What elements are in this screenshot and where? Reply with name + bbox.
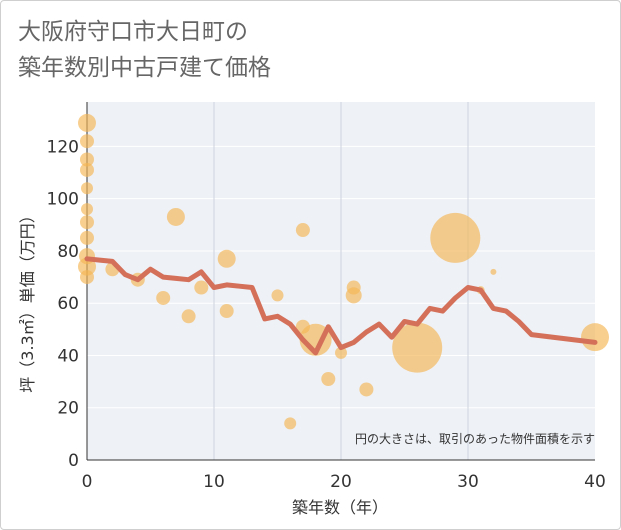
bubble-point — [80, 270, 94, 285]
bubble-point — [78, 257, 96, 276]
x-tick-label: 10 — [203, 472, 225, 492]
bubble-point — [430, 212, 481, 263]
average-line-layer — [84, 256, 598, 356]
y-tick-label: 120 — [47, 137, 79, 157]
bubble-point — [78, 113, 96, 132]
y-tick-label: 40 — [57, 346, 79, 366]
y-tick-label: 100 — [47, 190, 79, 210]
bubble-point — [80, 134, 94, 149]
x-tick-label: 40 — [584, 472, 606, 492]
bubble-point — [219, 304, 234, 319]
bubble-point — [359, 382, 374, 397]
bubble-point — [81, 182, 93, 195]
bubble-point — [217, 249, 236, 268]
chart-title-line1: 大阪府守口市大日町の — [18, 19, 248, 45]
bubble-point — [80, 162, 94, 177]
bubble-point — [80, 215, 94, 230]
bubble-point — [295, 223, 310, 238]
bubble-point — [166, 207, 185, 226]
bubble-point — [490, 268, 497, 275]
bubble-point — [581, 323, 609, 352]
bubble-point — [284, 417, 297, 430]
bubble-point — [392, 322, 443, 373]
size-note: 円の大きさは、取引のあった物件面積を示す — [355, 431, 595, 446]
y-tick-label: 60 — [57, 294, 79, 314]
bubble-point — [345, 287, 362, 304]
chart-title: 大阪府守口市大日町の 築年数別中古戸建て価格 — [18, 14, 518, 86]
average-price-line — [84, 256, 598, 356]
bubble-point — [271, 289, 284, 302]
tick-layer: 0 20 40 60 80 100 120 0 10 20 30 40 — [47, 137, 606, 492]
y-tick-label: 20 — [57, 399, 79, 419]
y-tick-label: 80 — [57, 242, 79, 262]
y-axis-label: 坪（3.3㎡）単価（万円） — [18, 207, 37, 392]
bubble-point — [81, 203, 93, 216]
y-tick-label: 0 — [68, 451, 79, 471]
bubble-point — [335, 346, 347, 359]
bubble-layer — [78, 113, 609, 430]
bubble-point — [80, 230, 94, 245]
bubble-point — [321, 371, 336, 386]
x-tick-label: 20 — [330, 472, 352, 492]
x-tick-label: 30 — [457, 472, 479, 492]
bubble-point — [181, 309, 196, 324]
grid — [86, 102, 595, 461]
bubble-point — [194, 280, 209, 295]
x-tick-label: 0 — [82, 472, 93, 492]
x-axis-label: 築年数（年） — [292, 498, 388, 517]
bubble-point — [156, 290, 171, 305]
bubble-point — [80, 152, 94, 167]
chart-title-line2: 築年数別中古戸建て価格 — [18, 55, 271, 81]
